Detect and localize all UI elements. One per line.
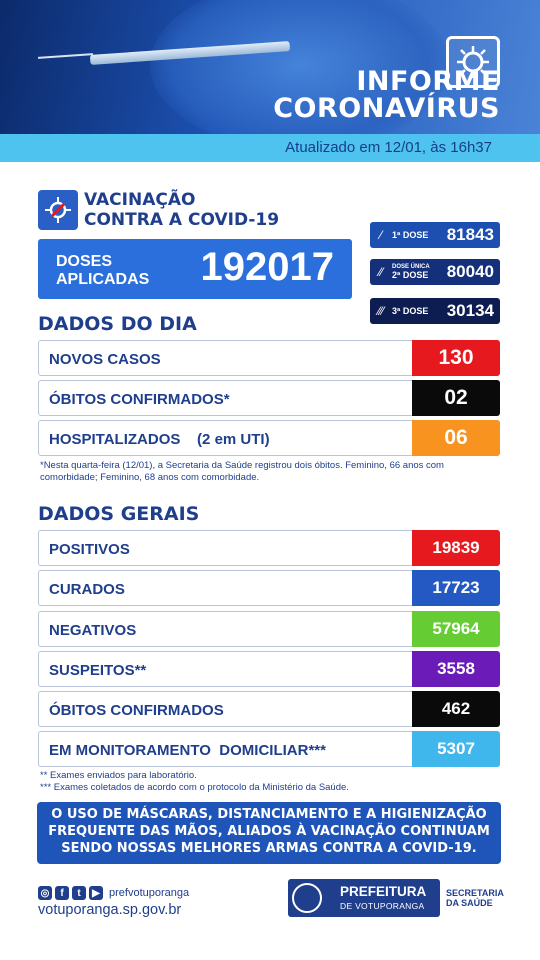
row-label: HOSPITALIZADOS (2 em UTI) (49, 431, 270, 448)
city-crest-icon (292, 883, 322, 913)
row-value: 3558 (412, 651, 500, 687)
dose-2-sublabel: DOSE ÚNICA (392, 264, 430, 270)
row-label: ÓBITOS CONFIRMADOS (49, 702, 224, 719)
header-banner: INFORME CORONAVÍRUS (0, 0, 540, 134)
vaccine-icon (38, 190, 78, 230)
prefeitura-logo: PREFEITURA DE VOTUPORANGA (288, 879, 440, 917)
general-row-positive: POSITIVOS 19839 (38, 530, 500, 566)
instagram-icon[interactable]: ◎ (38, 886, 52, 900)
facebook-icon[interactable]: f (55, 886, 69, 900)
dose-2-pill: ⁄⁄ DOSE ÚNICA 2ª DOSE 80040 (370, 259, 500, 285)
row-value: 17723 (412, 570, 500, 606)
social-handle[interactable]: prefvotuporanga (109, 887, 190, 899)
prefeitura-logo-line2: DE VOTUPORANGA (340, 901, 425, 911)
general-footnote-2: *** Exames coletados de acordo com o pro… (40, 782, 349, 793)
website-link[interactable]: votuporanga.sp.gov.br (38, 902, 182, 918)
update-timestamp: Atualizado em 12/01, às 16h37 (285, 139, 492, 156)
doses-label-line2: APLICADAS (56, 271, 150, 288)
daily-row-deaths: ÓBITOS CONFIRMADOS* 02 (38, 380, 500, 416)
general-footnote-1: ** Exames enviados para laboratório. (40, 770, 197, 781)
dose-2-label-text: 2ª DOSE (392, 270, 429, 280)
prevention-banner: O USO DE MÁSCARAS, DISTANCIAMENTO E A HI… (37, 802, 501, 864)
row-value: 462 (412, 691, 500, 727)
prefeitura-logo-line1: PREFEITURA (340, 884, 427, 899)
row-value: 5307 (412, 731, 500, 767)
twitter-icon[interactable]: t (72, 886, 86, 900)
youtube-icon[interactable]: ▶ (89, 886, 103, 900)
needle-image (37, 53, 94, 59)
vaccination-title: VACINAÇÃO CONTRA A COVID-19 (84, 190, 279, 230)
dose-3-value: 30134 (446, 301, 494, 320)
banner-line1: O USO DE MÁSCARAS, DISTANCIAMENTO E A HI… (51, 807, 487, 822)
row-value: 57964 (412, 611, 500, 647)
row-value: 02 (412, 380, 500, 416)
row-value: 130 (412, 340, 500, 376)
daily-footnote: *Nesta quarta-feira (12/01), a Secretari… (40, 460, 444, 483)
row-value: 06 (412, 420, 500, 456)
dose-1-pill: ⁄ 1ª DOSE 81843 (370, 222, 500, 248)
row-label: CURADOS (49, 581, 125, 598)
dose-1-label: 1ª DOSE (392, 229, 429, 240)
update-bar: Atualizado em 12/01, às 16h37 (0, 134, 540, 162)
row-label: NEGATIVOS (49, 622, 137, 639)
saude-line1: SECRETARIA (446, 888, 504, 898)
daily-row-hospitalized: HOSPITALIZADOS (2 em UTI) 06 (38, 420, 500, 456)
dose-2-label: DOSE ÚNICA 2ª DOSE (392, 264, 430, 280)
vaccination-title-line1: VACINAÇÃO (84, 190, 196, 210)
syringes-icon: ⁄⁄ (378, 265, 383, 279)
doses-label-line1: DOSES (56, 253, 113, 270)
row-label: NOVOS CASOS (49, 351, 161, 368)
general-row-suspected: SUSPEITOS** 3558 (38, 651, 500, 687)
doses-applied-value: 192017 (200, 245, 334, 289)
row-label: EM MONITORAMENTO DOMICILIAR*** (49, 742, 326, 759)
virus-icon (446, 36, 500, 88)
health-secretariat-label: SECRETARIA DA SAÚDE (446, 888, 504, 908)
header-title-line1: INFORME (356, 66, 500, 97)
doses-applied-label: DOSES APLICADAS (56, 253, 149, 289)
general-row-home-monitoring: EM MONITORAMENTO DOMICILIAR*** 5307 (38, 731, 500, 767)
banner-line2: FREQUENTE DAS MÃOS, ALIADOS À VACINAÇÃO … (48, 824, 490, 839)
social-links: ◎ f t ▶ prefvotuporanga (38, 886, 189, 900)
daily-row-new-cases: NOVOS CASOS 130 (38, 340, 500, 376)
general-row-deaths: ÓBITOS CONFIRMADOS 462 (38, 691, 500, 727)
saude-line2: DA SAÚDE (446, 898, 493, 908)
vaccination-title-line2: CONTRA A COVID-19 (84, 210, 280, 230)
daily-data-title: DADOS DO DIA (38, 313, 197, 335)
general-row-negative: NEGATIVOS 57964 (38, 611, 500, 647)
dose-2-value: 80040 (446, 262, 494, 281)
dose-3-label: 3ª DOSE (392, 305, 429, 316)
syringe-icon: ⁄ (379, 228, 382, 242)
doses-applied-box: DOSES APLICADAS 192017 (38, 239, 352, 299)
banner-line3: SENDO NOSSAS MELHORES ARMAS CONTRA A COV… (61, 841, 477, 856)
header-title-line2: CORONAVÍRUS (273, 93, 500, 124)
dose-1-value: 81843 (446, 225, 494, 244)
row-value: 19839 (412, 530, 500, 566)
general-row-recovered: CURADOS 17723 (38, 570, 500, 606)
row-label: ÓBITOS CONFIRMADOS* (49, 391, 230, 408)
dose-3-pill: ⁄⁄⁄ 3ª DOSE 30134 (370, 298, 500, 324)
row-label: SUSPEITOS** (49, 662, 147, 679)
general-data-title: DADOS GERAIS (38, 503, 200, 525)
row-label: POSITIVOS (49, 541, 130, 558)
syringes-icon: ⁄⁄⁄ (377, 304, 384, 318)
hand-image (150, 0, 450, 134)
